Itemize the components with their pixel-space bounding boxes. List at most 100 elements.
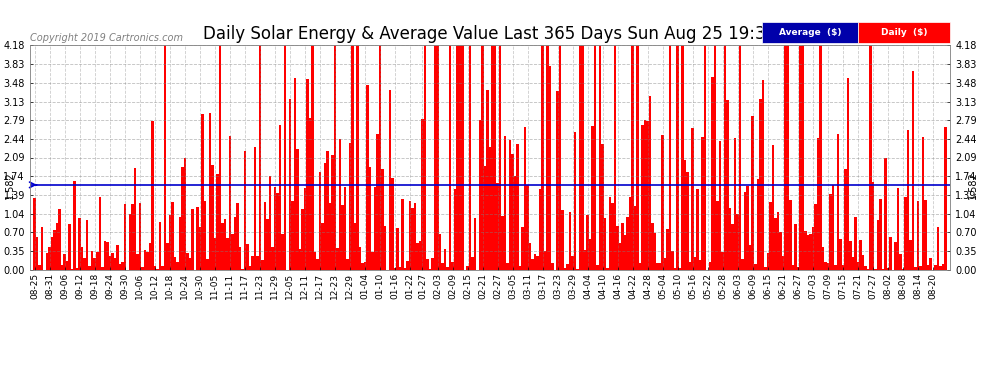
Bar (319, 172, 321, 270)
Bar (376, 134, 379, 270)
Bar (171, 202, 173, 270)
Bar (61, 264, 63, 270)
Bar (271, 247, 273, 270)
Bar (832, 185, 834, 270)
Bar (199, 227, 201, 270)
Bar (239, 247, 242, 270)
Bar (306, 79, 309, 270)
Bar (576, 269, 579, 270)
Bar (851, 257, 854, 270)
Bar (876, 220, 879, 270)
Bar (253, 147, 256, 270)
Bar (291, 201, 294, 270)
Bar (902, 269, 904, 270)
Bar (104, 241, 106, 270)
Bar (759, 99, 761, 270)
Bar (178, 217, 181, 270)
Bar (348, 143, 351, 270)
Bar (514, 176, 517, 270)
Bar (846, 78, 849, 270)
Bar (809, 234, 812, 270)
Bar (471, 257, 474, 270)
Bar (761, 80, 764, 270)
Bar (614, 45, 617, 270)
Bar (666, 229, 669, 270)
Bar (529, 243, 532, 270)
Bar (637, 45, 639, 270)
Bar (247, 244, 248, 270)
Bar (822, 247, 824, 270)
Text: 1.582: 1.582 (5, 171, 15, 199)
Bar (874, 269, 876, 270)
Bar (511, 154, 514, 270)
Bar (739, 45, 742, 270)
Bar (381, 169, 384, 270)
Bar (234, 217, 236, 270)
Bar (879, 199, 882, 270)
Bar (522, 226, 524, 270)
Bar (356, 45, 358, 270)
Bar (882, 269, 884, 270)
Bar (586, 215, 589, 270)
Bar (379, 45, 381, 270)
Bar (664, 258, 666, 270)
Bar (316, 259, 319, 270)
Bar (258, 45, 261, 270)
Bar (299, 249, 301, 270)
Bar (686, 172, 689, 270)
Bar (139, 203, 141, 270)
Bar (766, 254, 769, 270)
Bar (109, 256, 111, 270)
Title: Daily Solar Energy & Average Value Last 365 Days Sun Aug 25 19:33: Daily Solar Energy & Average Value Last … (203, 26, 777, 44)
Bar (604, 218, 607, 270)
Bar (561, 210, 564, 270)
Bar (496, 183, 499, 270)
Bar (904, 197, 907, 270)
Bar (344, 187, 346, 270)
Bar (659, 262, 661, 270)
Bar (627, 217, 629, 270)
Bar (737, 214, 739, 270)
Bar (596, 265, 599, 270)
Bar (674, 268, 676, 270)
Bar (591, 126, 594, 270)
Bar (509, 140, 511, 270)
Bar (661, 135, 664, 270)
Bar (609, 197, 612, 270)
Bar (153, 266, 156, 270)
Bar (744, 192, 746, 270)
Bar (856, 261, 859, 270)
Bar (571, 256, 574, 270)
Bar (789, 200, 792, 270)
Bar (416, 243, 419, 270)
Bar (173, 257, 176, 270)
Bar (256, 256, 258, 270)
Bar (579, 45, 581, 270)
Bar (147, 252, 148, 270)
Bar (871, 182, 874, 270)
Bar (712, 78, 714, 270)
Bar (263, 201, 266, 270)
Bar (779, 232, 781, 270)
Bar (151, 122, 153, 270)
Bar (532, 260, 534, 270)
Bar (656, 263, 659, 270)
Bar (799, 46, 802, 270)
Bar (36, 237, 39, 270)
Bar (774, 218, 776, 270)
Bar (466, 266, 469, 270)
Bar (837, 134, 840, 270)
Bar (163, 45, 166, 270)
Bar (484, 166, 486, 270)
Text: Daily  ($): Daily ($) (881, 28, 928, 37)
Bar (304, 188, 306, 270)
Bar (546, 45, 548, 270)
Bar (134, 168, 136, 270)
Bar (284, 45, 286, 270)
Bar (729, 209, 732, 270)
Bar (419, 242, 422, 270)
Bar (624, 236, 627, 270)
Bar (927, 265, 930, 270)
Bar (188, 258, 191, 270)
Bar (884, 158, 887, 270)
